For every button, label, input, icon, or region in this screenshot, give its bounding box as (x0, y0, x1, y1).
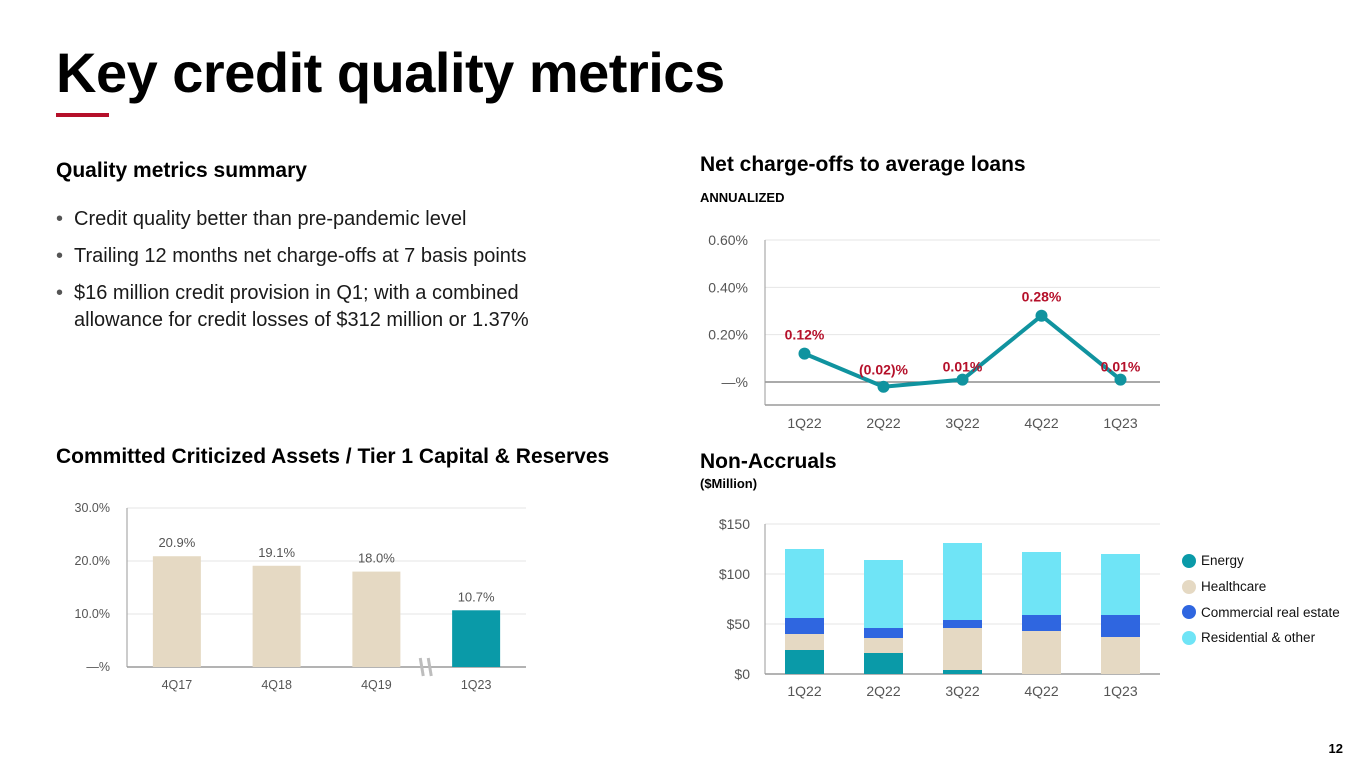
legend-item: Healthcare (1182, 574, 1340, 600)
legend-swatch-icon (1182, 553, 1196, 568)
bar-segment (1022, 615, 1061, 631)
x-tick-label: 3Q22 (945, 683, 979, 699)
summary-bullet: $16 million credit provision in Q1; with… (56, 280, 596, 334)
x-tick-label: 4Q22 (1024, 683, 1058, 699)
bar-segment (785, 618, 824, 634)
legend-label: Healthcare (1201, 579, 1267, 595)
legend-label: Residential & other (1201, 630, 1316, 646)
page-number: 12 (1328, 741, 1343, 756)
net-chargeoffs-chart: —% 0.20% 0.40% 0.60% 0.12% 1Q22 (0.02)% 2Q22 0.0… (708, 232, 1160, 431)
bar-segment (943, 628, 982, 670)
nonaccruals-chart: $0 $50 $100 $150 1Q22 2Q22 3Q22 4Q22 1Q23 (719, 516, 1160, 699)
x-tick-label: 1Q22 (787, 683, 821, 699)
bar-segment (1022, 631, 1061, 674)
bar-segment (785, 650, 824, 674)
x-tick-label: 4Q19 (361, 678, 392, 692)
data-label: 18.0% (358, 551, 395, 566)
data-point (798, 347, 811, 360)
x-tick-label: 1Q23 (1103, 683, 1137, 699)
x-tick-label: 4Q22 (1024, 415, 1058, 431)
data-label: 0.01% (1101, 359, 1141, 375)
data-label: 0.12% (785, 327, 825, 343)
x-tick-label: 2Q22 (866, 415, 900, 431)
nco-heading: Net charge-offs to average loans (700, 153, 1026, 176)
bar-segment (1101, 615, 1140, 637)
bar-segment (943, 620, 982, 628)
y-tick-label: $150 (719, 516, 750, 532)
x-tick-label: 1Q23 (461, 678, 492, 692)
data-label: 20.9% (158, 535, 195, 550)
y-tick-label: 20.0% (75, 554, 110, 568)
bar-segment (1022, 552, 1061, 615)
axis-break-mark (418, 657, 425, 677)
criticized-assets-chart: —% 10.0% 20.0% 30.0% 20.9% 4Q17 19.1% 4Q18 18.0%… (75, 501, 526, 692)
y-tick-label: $50 (727, 616, 751, 632)
y-tick-label: 0.60% (708, 232, 748, 248)
bar (252, 565, 301, 667)
data-label: 10.7% (458, 589, 495, 604)
bar-segment (1101, 637, 1140, 674)
data-label: 19.1% (258, 545, 295, 560)
legend-swatch-icon (1182, 630, 1196, 645)
bar-segment (864, 638, 903, 653)
bar-segment (1101, 554, 1140, 615)
data-label: (0.02)% (859, 362, 909, 378)
summary-heading: Quality metrics summary (56, 159, 307, 182)
bar-segment (864, 628, 903, 638)
page-title: Key credit quality metrics (56, 41, 725, 104)
y-tick-label: $0 (734, 666, 750, 682)
x-tick-label: 1Q23 (1103, 415, 1137, 431)
x-tick-label: 1Q22 (787, 415, 821, 431)
legend-item: Energy (1182, 548, 1340, 574)
bar-segment (943, 670, 982, 674)
x-tick-label: 4Q17 (162, 678, 193, 692)
data-point (1114, 373, 1127, 386)
bar (152, 556, 201, 667)
bar-segment (864, 560, 903, 628)
data-point (1035, 309, 1048, 322)
nonaccruals-subheading: ($Million) (700, 476, 758, 491)
x-tick-label: 4Q18 (261, 678, 292, 692)
bar-segment (864, 653, 903, 674)
bar-segment (785, 634, 824, 650)
legend-item: Commercial real estate (1182, 599, 1340, 625)
legend-label: Energy (1201, 553, 1244, 569)
y-tick-label: 30.0% (75, 501, 110, 515)
criticized-heading: Committed Criticized Assets / Tier 1 Cap… (56, 445, 610, 468)
summary-bullet-list: Credit quality better than pre-pandemic … (56, 206, 596, 344)
y-tick-label: 0.40% (708, 279, 748, 295)
data-point (877, 380, 890, 393)
bar (352, 571, 401, 667)
data-label: 0.01% (943, 359, 983, 375)
legend-swatch-icon (1182, 605, 1196, 620)
axis-break-mark (426, 657, 433, 677)
bar-segment (785, 549, 824, 618)
y-tick-label: $100 (719, 566, 750, 582)
summary-bullet: Credit quality better than pre-pandemic … (56, 206, 596, 233)
summary-bullet: Trailing 12 months net charge-offs at 7 … (56, 243, 596, 270)
title-accent-rule (56, 113, 109, 117)
y-tick-label: 10.0% (75, 607, 110, 621)
data-label: 0.28% (1022, 289, 1062, 305)
legend-label: Commercial real estate (1201, 604, 1340, 620)
bar (452, 610, 501, 667)
x-tick-label: 3Q22 (945, 415, 979, 431)
nonaccruals-legend: Energy Healthcare Commercial real estate… (1182, 548, 1340, 651)
y-tick-label: 0.20% (708, 327, 748, 343)
nco-subheading: ANNUALIZED (700, 190, 785, 205)
legend-swatch-icon (1182, 579, 1196, 594)
x-tick-label: 2Q22 (866, 683, 900, 699)
bar-segment (943, 543, 982, 620)
legend-item: Residential & other (1182, 625, 1340, 651)
y-tick-label: —% (722, 374, 748, 390)
y-tick-label: —% (86, 660, 110, 674)
nonaccruals-heading: Non-Accruals (700, 450, 837, 473)
data-point (956, 373, 969, 386)
